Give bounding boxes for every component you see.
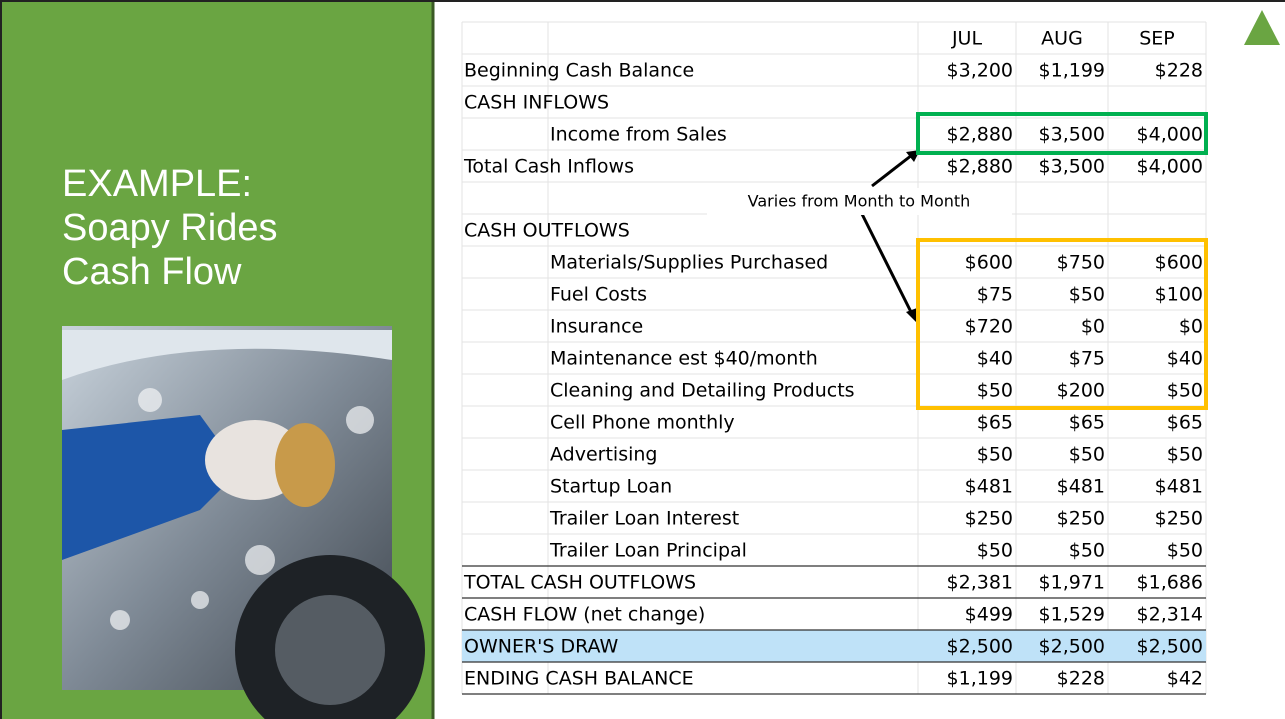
row-label: Cleaning and Detailing Products — [550, 380, 855, 402]
nav-triangle[interactable] — [1244, 10, 1280, 45]
row-label: Cell Phone monthly — [550, 412, 735, 434]
row-label: CASH FLOW (net change) — [464, 604, 705, 626]
cell-value: $1,529 — [1039, 604, 1105, 626]
cell-value: $100 — [1155, 284, 1203, 306]
row-label: Materials/Supplies Purchased — [550, 252, 828, 274]
cell-value: $481 — [1155, 476, 1203, 498]
cell-value: $1,686 — [1137, 572, 1203, 594]
cell-value: $3,500 — [1039, 156, 1105, 178]
callout-box — [707, 188, 1012, 215]
cell-value: $65 — [1167, 412, 1203, 434]
cell-value: $50 — [1069, 284, 1105, 306]
cell-value: $50 — [977, 540, 1013, 562]
cell-value: $3,500 — [1039, 124, 1105, 146]
row-label: Insurance — [550, 316, 643, 338]
cell-value: $42 — [1167, 668, 1203, 690]
callout-text: Varies from Month to Month — [748, 192, 971, 211]
cell-value: $50 — [1167, 380, 1203, 402]
row-label: Beginning Cash Balance — [464, 60, 694, 82]
cell-value: $75 — [977, 284, 1013, 306]
row-label: Trailer Loan Principal — [549, 540, 747, 562]
cell-value: $250 — [1155, 508, 1203, 530]
cell-value: $50 — [1069, 444, 1105, 466]
cell-value: $40 — [1167, 348, 1203, 370]
cell-value: $228 — [1155, 60, 1203, 82]
photo — [62, 326, 425, 719]
row-label: TOTAL CASH OUTFLOWS — [463, 572, 696, 594]
row-label: Advertising — [550, 444, 657, 466]
row-label: Maintenance est $40/month — [550, 348, 818, 370]
cell-value: $720 — [965, 316, 1013, 338]
cell-value: $2,880 — [947, 156, 1013, 178]
cell-value: $75 — [1069, 348, 1105, 370]
row-label: ENDING CASH BALANCE — [464, 668, 694, 690]
cell-value: $499 — [965, 604, 1013, 626]
row-label: Trailer Loan Interest — [549, 508, 739, 530]
cell-value: $481 — [965, 476, 1013, 498]
cell-value: $481 — [1057, 476, 1105, 498]
cell-value: $2,500 — [947, 636, 1013, 658]
cell-value: $50 — [1167, 540, 1203, 562]
cell-value: $2,314 — [1137, 604, 1203, 626]
cell-value: $50 — [1167, 444, 1203, 466]
cell-value: $1,199 — [947, 668, 1013, 690]
cell-value: $65 — [977, 412, 1013, 434]
row-label: CASH INFLOWS — [464, 92, 609, 114]
cell-value: $228 — [1057, 668, 1105, 690]
cell-value: $250 — [965, 508, 1013, 530]
row-label: OWNER'S DRAW — [464, 636, 619, 658]
cell-value: $0 — [1179, 316, 1203, 338]
cell-value: $40 — [977, 348, 1013, 370]
title: EXAMPLE: — [62, 163, 252, 205]
row-label: Fuel Costs — [550, 284, 647, 306]
highlight-green — [916, 112, 1208, 155]
arrow — [860, 213, 914, 315]
cell-value: $2,880 — [947, 124, 1013, 146]
title: Soapy Rides — [62, 207, 277, 249]
cell-value: $750 — [1057, 252, 1105, 274]
arrow — [871, 153, 913, 188]
highlight-yellow — [916, 238, 1208, 410]
column-header: JUL — [951, 28, 983, 50]
cell-value: $2,500 — [1039, 636, 1105, 658]
cell-value: $250 — [1057, 508, 1105, 530]
callout: Varies from Month to Month — [707, 150, 1012, 324]
cell-value: $50 — [1069, 540, 1105, 562]
arrow-head — [906, 308, 918, 324]
column-header: SEP — [1139, 28, 1175, 50]
cell-value: $2,500 — [1137, 636, 1203, 658]
cell-value: $600 — [1155, 252, 1203, 274]
cell-value: $4,000 — [1137, 124, 1203, 146]
cell-value: $4,000 — [1137, 156, 1203, 178]
cell-value: $0 — [1081, 316, 1105, 338]
title: Cash Flow — [62, 251, 242, 293]
row-label: Income from Sales — [550, 124, 727, 146]
row-label: Total Cash Inflows — [463, 156, 634, 178]
cell-value: $200 — [1057, 380, 1105, 402]
column-header: AUG — [1041, 28, 1083, 50]
cell-value: $65 — [1069, 412, 1105, 434]
row-highlight — [462, 630, 1206, 662]
row-label: Startup Loan — [550, 476, 672, 498]
cell-value: $1,971 — [1039, 572, 1105, 594]
cell-value: $50 — [977, 444, 1013, 466]
cell-value: $2,381 — [947, 572, 1013, 594]
cell-value: $50 — [977, 380, 1013, 402]
cell-value: $1,199 — [1039, 60, 1105, 82]
cell-value: $3,200 — [947, 60, 1013, 82]
cell-value: $600 — [965, 252, 1013, 274]
row-label: CASH OUTFLOWS — [464, 220, 630, 242]
